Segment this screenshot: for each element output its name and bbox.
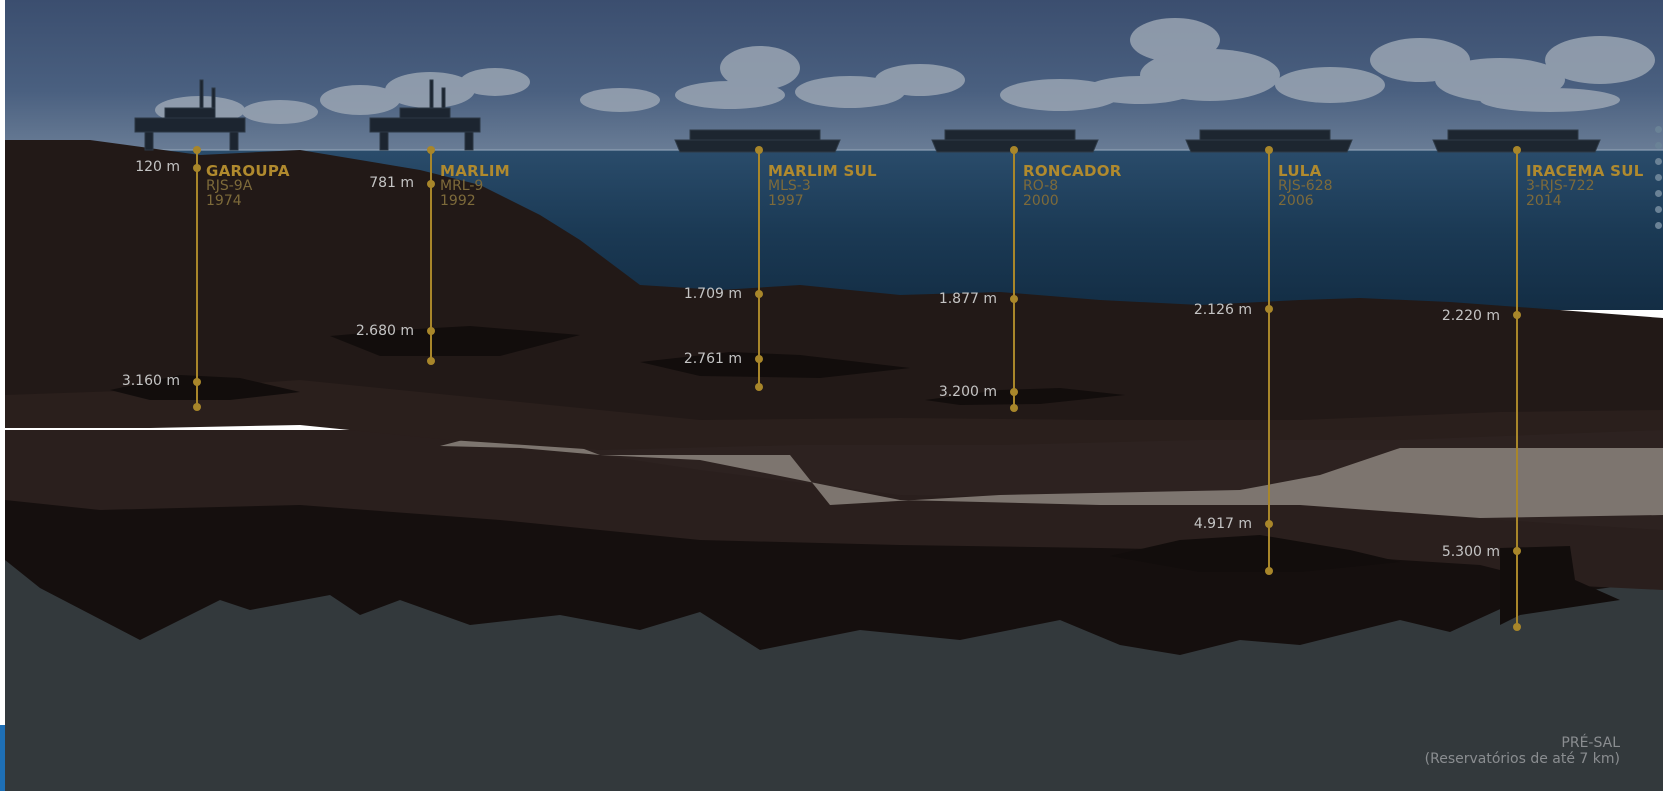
well-code: MRL-9 bbox=[440, 178, 484, 194]
side-accent-bar bbox=[0, 725, 5, 791]
well-name: IRACEMA SUL bbox=[1526, 162, 1644, 180]
upper-rock-layer bbox=[5, 140, 1663, 435]
well-name: GAROUPA bbox=[206, 162, 290, 180]
well-marker bbox=[193, 146, 201, 154]
water-depth-label: 1.877 m bbox=[938, 291, 997, 307]
well-name: LULA bbox=[1278, 162, 1322, 180]
well-name: RONCADOR bbox=[1023, 162, 1122, 180]
well-code: 3-RJS-722 bbox=[1526, 178, 1595, 194]
clouds bbox=[155, 18, 1655, 124]
oil-platform-icon bbox=[369, 79, 481, 151]
nav-dot[interactable] bbox=[1655, 126, 1662, 133]
well-marker bbox=[1265, 305, 1273, 313]
reservoir-depth-label: 5.300 m bbox=[1441, 544, 1500, 560]
well-year: 2014 bbox=[1526, 193, 1562, 209]
well-code: RJS-628 bbox=[1278, 178, 1333, 194]
well-marker bbox=[1010, 295, 1018, 303]
well-code: MLS-3 bbox=[768, 178, 811, 194]
water-depth-label: 781 m bbox=[369, 175, 414, 191]
well-marker bbox=[755, 146, 763, 154]
well-code: RJS-9A bbox=[206, 178, 253, 194]
reservoir-depth-label: 2.680 m bbox=[355, 323, 414, 339]
well-marker bbox=[193, 378, 201, 386]
water-depth-label: 2.126 m bbox=[1193, 302, 1252, 318]
well-marker bbox=[1010, 146, 1018, 154]
well-marker bbox=[1265, 146, 1273, 154]
nav-dot[interactable] bbox=[1655, 158, 1662, 165]
well-year: 2006 bbox=[1278, 193, 1314, 209]
presal-subtitle: (Reservatórios de até 7 km) bbox=[1424, 751, 1620, 767]
well-marker bbox=[1513, 547, 1521, 555]
well-name: MARLIM bbox=[440, 162, 510, 180]
well-marker bbox=[427, 146, 435, 154]
water-depth-label: 1.709 m bbox=[683, 286, 742, 302]
fpso-ship-icon bbox=[931, 129, 1099, 153]
well-marker bbox=[1010, 388, 1018, 396]
well-marker bbox=[427, 357, 435, 365]
well-marker bbox=[1265, 520, 1273, 528]
well-marker bbox=[193, 403, 201, 411]
post-salt-band bbox=[5, 380, 1663, 450]
well-marker bbox=[1513, 146, 1521, 154]
well-year: 2000 bbox=[1023, 193, 1059, 209]
well-marker bbox=[755, 383, 763, 391]
water-depth-label: 120 m bbox=[135, 159, 180, 175]
well-marker bbox=[193, 164, 201, 172]
reservoir-lula bbox=[1110, 535, 1400, 572]
salt-layer bbox=[440, 425, 1663, 518]
reservoir-iracema-sul bbox=[1500, 546, 1620, 625]
reservoir-marlim bbox=[330, 326, 580, 356]
well-year: 1992 bbox=[440, 193, 476, 209]
oil-platform-icon bbox=[134, 79, 246, 151]
reservoir-garoupa bbox=[110, 375, 300, 400]
reservoir-depth-label: 3.160 m bbox=[121, 373, 180, 389]
well-name: MARLIM SUL bbox=[768, 162, 877, 180]
reservoir-depth-label: 2.761 m bbox=[683, 351, 742, 367]
well-marker bbox=[755, 290, 763, 298]
reservoir-roncador bbox=[925, 388, 1125, 405]
well-marker bbox=[427, 180, 435, 188]
reservoir-depth-label: 3.200 m bbox=[938, 384, 997, 400]
nav-dot[interactable] bbox=[1655, 222, 1662, 229]
well-year: 1997 bbox=[768, 193, 804, 209]
well-marker bbox=[1513, 623, 1521, 631]
nav-dot[interactable] bbox=[1655, 206, 1662, 213]
presal-title: PRÉ-SAL bbox=[1561, 735, 1620, 751]
fpso-ship-icon bbox=[1432, 129, 1601, 153]
reservoir-depth-label: 4.917 m bbox=[1193, 516, 1252, 532]
nav-dot[interactable] bbox=[1655, 142, 1662, 149]
fpso-ship-icon bbox=[674, 129, 841, 153]
scene-nav-dots[interactable] bbox=[1655, 126, 1663, 238]
well-marker bbox=[755, 355, 763, 363]
well-marker bbox=[1513, 311, 1521, 319]
reservoir-marlim-sul bbox=[640, 352, 910, 378]
well-marker bbox=[427, 327, 435, 335]
well-marker bbox=[1265, 567, 1273, 575]
well-code: RO-8 bbox=[1023, 178, 1059, 194]
nav-dot[interactable] bbox=[1655, 174, 1662, 181]
nav-dot[interactable] bbox=[1655, 190, 1662, 197]
well-marker bbox=[1010, 404, 1018, 412]
water-depth-label: 2.220 m bbox=[1441, 308, 1500, 324]
well-year: 1974 bbox=[206, 193, 242, 209]
